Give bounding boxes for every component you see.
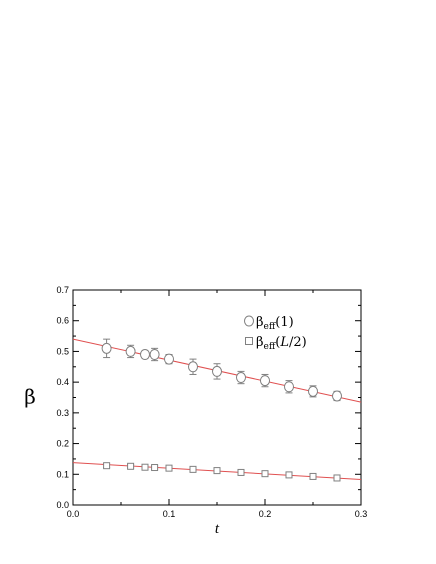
square-marker xyxy=(165,464,173,472)
y-tick-label: 0.6 xyxy=(56,316,69,326)
x-tick-label: 0.0 xyxy=(67,509,80,519)
data-point xyxy=(164,353,174,365)
axis-tick-labels: 0.0 0.1 0.2 0.3 0.0 0.1 0.2 0.3 0.4 0.5 0.6 0.7 xyxy=(56,285,367,519)
square-marker xyxy=(237,468,245,476)
square-marker xyxy=(333,474,341,482)
data-point xyxy=(260,373,270,388)
circle-marker xyxy=(125,345,136,357)
circle-marker xyxy=(284,381,294,393)
x-tick-label: 0.2 xyxy=(259,509,272,519)
circle-marker xyxy=(260,375,270,387)
circle-marker xyxy=(140,349,150,360)
data-point xyxy=(127,462,135,470)
data-point xyxy=(189,465,197,473)
y-tick-label: 0.3 xyxy=(56,408,69,418)
legend-square-marker xyxy=(245,337,253,345)
data-point xyxy=(141,463,149,471)
square-marker xyxy=(103,462,111,470)
circle-marker xyxy=(332,390,342,402)
circle-marker xyxy=(236,372,246,384)
circle-marker xyxy=(308,385,318,397)
data-point xyxy=(213,467,221,475)
square-marker xyxy=(309,472,317,480)
circle-marker xyxy=(212,365,222,377)
y-axis-label: β xyxy=(24,385,36,409)
y-tick-label: 0.5 xyxy=(56,346,69,356)
square-marker xyxy=(261,470,269,478)
data-point xyxy=(149,347,160,362)
data-point xyxy=(125,344,136,359)
data-point xyxy=(103,462,111,470)
y-tick-label: 0.0 xyxy=(56,500,69,510)
x-tick-label: 0.1 xyxy=(163,509,176,519)
data-point xyxy=(188,358,198,375)
data-point xyxy=(309,472,317,480)
circle-marker xyxy=(101,342,112,354)
square-marker xyxy=(141,463,149,471)
x-tick-label: 0.3 xyxy=(355,509,368,519)
legend-label: βeff(1) xyxy=(256,315,294,332)
fit-lines xyxy=(72,338,362,481)
square-marker xyxy=(127,462,135,470)
data-point xyxy=(236,370,246,385)
square-marker xyxy=(151,464,159,472)
axis-ticks xyxy=(72,289,362,506)
circle-marker xyxy=(149,349,160,360)
data-point xyxy=(332,390,342,402)
data-point xyxy=(237,468,245,476)
data-point xyxy=(151,464,159,472)
legend: βeff(1) βeff(L/2) xyxy=(244,315,307,352)
data-point xyxy=(308,385,318,398)
data-point xyxy=(284,380,294,394)
legend-label: βeff(L/2) xyxy=(256,335,307,352)
legend-item: βeff(1) xyxy=(244,315,294,332)
legend-circle-marker xyxy=(244,315,254,327)
x-axis-label: t xyxy=(215,521,220,537)
data-point xyxy=(140,349,150,360)
y-tick-label: 0.1 xyxy=(56,469,69,479)
square-marker xyxy=(213,467,221,475)
y-tick-label: 0.2 xyxy=(56,439,69,449)
data-point xyxy=(212,363,222,380)
data-point xyxy=(285,471,293,479)
data-points xyxy=(101,338,342,482)
square-marker xyxy=(285,471,293,479)
data-point xyxy=(101,338,112,359)
square-marker xyxy=(189,465,197,473)
data-point xyxy=(261,470,269,478)
circle-marker xyxy=(164,353,174,365)
y-tick-label: 0.4 xyxy=(56,377,69,387)
y-tick-label: 0.7 xyxy=(56,285,69,295)
data-point xyxy=(165,464,173,472)
circle-marker xyxy=(188,361,198,373)
legend-item: βeff(L/2) xyxy=(245,335,307,352)
data-point xyxy=(333,474,341,482)
